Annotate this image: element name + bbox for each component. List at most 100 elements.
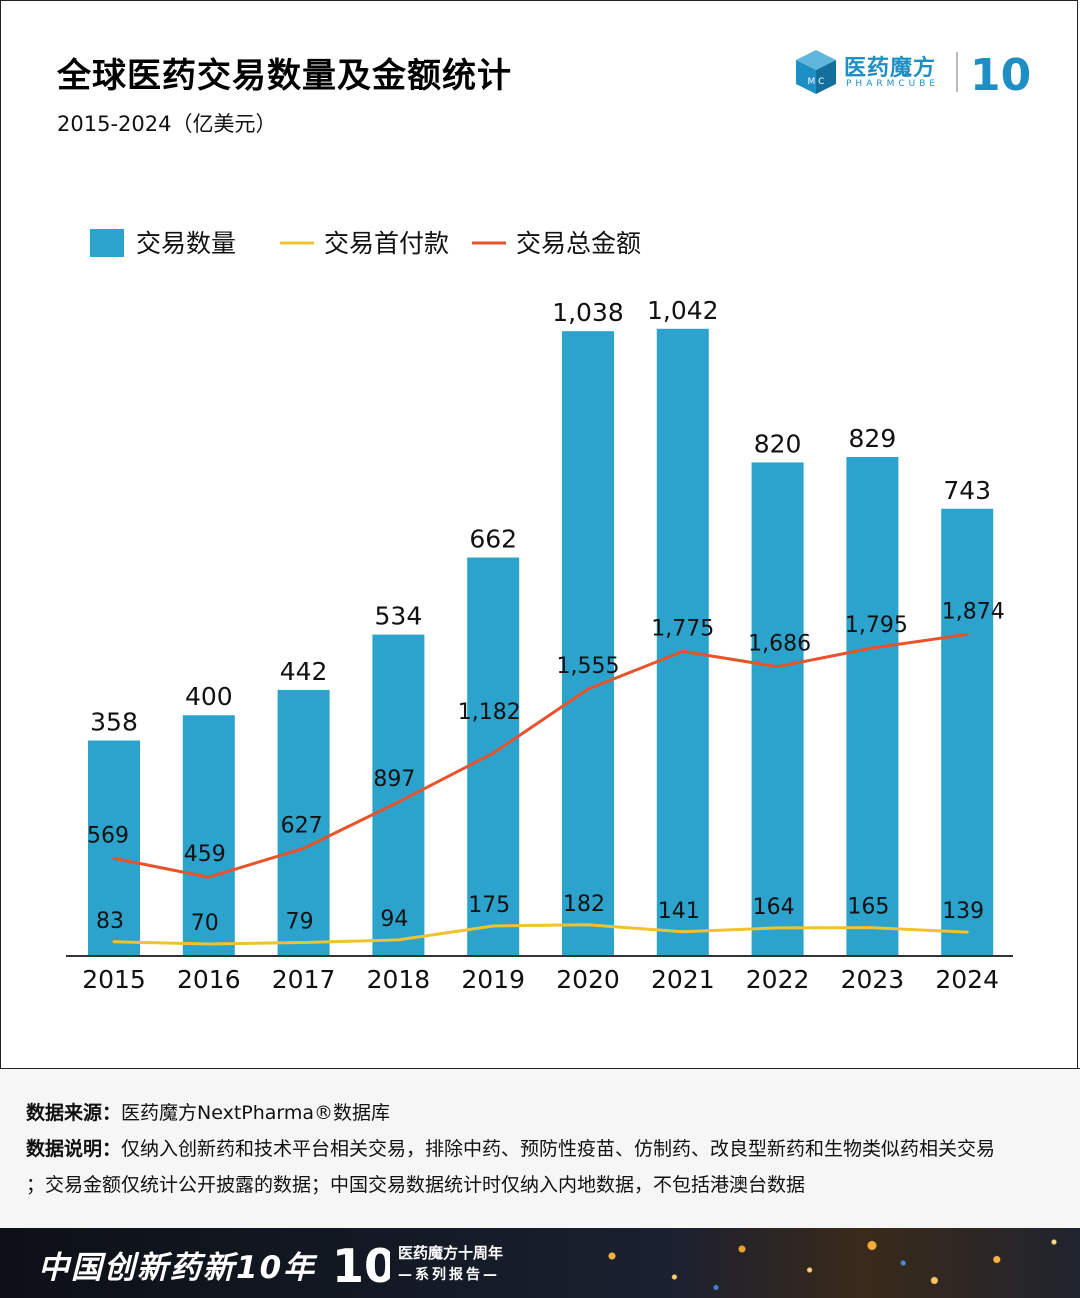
x-tick-2021: 2021 bbox=[651, 965, 715, 994]
source-label: 数据来源： bbox=[26, 1102, 122, 1124]
deal-chart: 交易数量 交易首付款 交易总金额 358 400 442 534 662 1,038 1,042… bbox=[66, 229, 1013, 994]
bar-label-2021: 1,042 bbox=[647, 296, 719, 325]
cube-letters: M C bbox=[808, 77, 825, 87]
banner-10-text: 10 bbox=[332, 1239, 390, 1292]
total-label-2015: 569 bbox=[87, 823, 129, 848]
upfront-point-2015 bbox=[112, 940, 116, 944]
bar-label-2023: 829 bbox=[849, 424, 897, 453]
bar-label-2016: 400 bbox=[185, 682, 233, 711]
total-label-2019: 1,182 bbox=[458, 700, 521, 725]
total-label-2022: 1,686 bbox=[748, 632, 811, 657]
data-note-line-2: ；交易金额仅统计公开披露的数据；中国交易数据统计时仅纳入内地数据，不包括港澳台数… bbox=[26, 1173, 805, 1198]
source-note: 数据来源：医药魔方NextPharma®数据库 bbox=[26, 1101, 390, 1126]
total-point-2019 bbox=[491, 751, 495, 755]
banner-10-mark: 10 bbox=[332, 1239, 390, 1292]
total-line bbox=[113, 632, 968, 879]
logo-divider bbox=[956, 52, 958, 92]
bar-label-2015: 358 bbox=[90, 708, 138, 737]
x-tick-2020: 2020 bbox=[556, 965, 620, 994]
total-point-2015 bbox=[112, 856, 116, 860]
total-label-2020: 1,555 bbox=[557, 654, 620, 679]
upfront-point-2018 bbox=[396, 938, 400, 942]
upfront-point-2024 bbox=[965, 930, 969, 934]
legend-label-deals: 交易数量 bbox=[136, 229, 236, 258]
logo-cn-text: 医药魔方 bbox=[844, 56, 937, 81]
chart-legend: 交易数量 交易首付款 交易总金额 bbox=[90, 229, 641, 258]
upfront-label-2018: 94 bbox=[380, 907, 408, 932]
upfront-point-2021 bbox=[681, 930, 685, 934]
source-text: 医药魔方NextPharma®数据库 bbox=[121, 1102, 391, 1124]
upfront-label-2019: 175 bbox=[468, 893, 510, 918]
chart-card bbox=[0, 0, 1078, 1068]
bar-2016 bbox=[182, 715, 235, 956]
upfront-point-2022 bbox=[776, 926, 780, 930]
upfront-label-2022: 164 bbox=[753, 895, 795, 920]
bar-label-2017: 442 bbox=[280, 657, 328, 686]
pharmcube-logo: M C 医药魔方 PHARMCUBE 10 bbox=[794, 44, 1034, 100]
data-labels: 358 400 442 534 662 1,038 1,042 820 829 743 569 459… bbox=[87, 296, 1005, 936]
bar-2024 bbox=[941, 508, 994, 956]
x-tick-2016: 2016 bbox=[177, 965, 241, 994]
upfront-label-2024: 139 bbox=[942, 899, 984, 924]
x-tick-2017: 2017 bbox=[272, 965, 336, 994]
total-label-2018: 897 bbox=[373, 767, 415, 792]
bar-2017 bbox=[277, 689, 330, 956]
upfront-label-2023: 165 bbox=[847, 895, 889, 920]
bar-label-2020: 1,038 bbox=[552, 298, 624, 327]
upfront-point-2020 bbox=[586, 923, 590, 927]
note-text-1: 仅纳入创新药和技术平台相关交易，排除中药、预防性疫苗、仿制药、改良型新药和生物类… bbox=[121, 1138, 996, 1160]
upfront-point-2019 bbox=[491, 924, 495, 928]
bar-2020 bbox=[562, 331, 614, 956]
banner-title: 中国创新药新10年 bbox=[38, 1250, 317, 1286]
total-label-2016: 459 bbox=[184, 842, 226, 867]
logo-en-text: PHARMCUBE bbox=[846, 79, 940, 89]
bar-label-2019: 662 bbox=[469, 525, 517, 554]
total-label-2017: 627 bbox=[281, 813, 323, 838]
total-point-2024 bbox=[965, 632, 969, 636]
upfront-label-2016: 70 bbox=[191, 911, 219, 936]
bar-2018 bbox=[372, 634, 425, 956]
page-subtitle: 2015-2024（亿美元） bbox=[57, 112, 277, 136]
legend-label-upfront: 交易首付款 bbox=[324, 229, 449, 258]
legend-label-total: 交易总金额 bbox=[516, 229, 641, 258]
bar-2019 bbox=[467, 557, 520, 956]
bar-label-2018: 534 bbox=[375, 602, 423, 631]
total-label-2023: 1,795 bbox=[845, 613, 908, 638]
bar-label-2022: 820 bbox=[754, 429, 802, 458]
upfront-label-2021: 141 bbox=[658, 899, 700, 924]
cube-icon: M C bbox=[796, 50, 836, 94]
total-point-2021 bbox=[681, 649, 685, 653]
bar-2022 bbox=[751, 462, 804, 956]
page-title: 全球医药交易数量及金额统计 bbox=[57, 56, 512, 96]
upfront-label-2017: 79 bbox=[286, 909, 314, 934]
anniversary-10-text: 10 bbox=[970, 50, 1031, 98]
total-point-2017 bbox=[302, 846, 306, 850]
note-text-2: ；交易金额仅统计公开披露的数据；中国交易数据统计时仅纳入内地数据，不包括港澳台数… bbox=[26, 1174, 806, 1196]
bar-series bbox=[88, 328, 994, 956]
total-point-2016 bbox=[207, 875, 211, 879]
upfront-point-2017 bbox=[302, 940, 306, 944]
bar-2015 bbox=[88, 740, 140, 956]
x-tick-2022: 2022 bbox=[746, 965, 810, 994]
upfront-label-2020: 182 bbox=[563, 892, 605, 917]
total-point-2023 bbox=[870, 646, 874, 650]
upfront-point-2023 bbox=[870, 926, 874, 930]
bar-2023 bbox=[846, 457, 899, 956]
series-banner: 中国创新药新10年 10 医药魔方十周年 —系列报告— bbox=[0, 1228, 1080, 1298]
note-label: 数据说明： bbox=[26, 1138, 122, 1160]
total-point-2018 bbox=[396, 800, 400, 804]
banner-series-tag: —系列报告— bbox=[398, 1267, 500, 1283]
notes-panel: 数据来源：医药魔方NextPharma®数据库 数据说明：仅纳入创新药和技术平台… bbox=[0, 1068, 1080, 1228]
x-tick-2018: 2018 bbox=[367, 965, 431, 994]
anniversary-10-mark: 10 bbox=[970, 50, 1031, 98]
upfront-label-2015: 83 bbox=[96, 909, 124, 934]
data-note-line-1: 数据说明：仅纳入创新药和技术平台相关交易，排除中药、预防性疫苗、仿制药、改良型新… bbox=[26, 1137, 995, 1162]
banner-light-dots bbox=[560, 1228, 1080, 1298]
legend-swatch-deals bbox=[90, 229, 124, 257]
x-tick-2015: 2015 bbox=[82, 965, 146, 994]
banner-subtitle: 医药魔方十周年 bbox=[398, 1244, 504, 1262]
total-point-2022 bbox=[776, 665, 780, 669]
x-tick-2019: 2019 bbox=[461, 965, 525, 994]
total-label-2021: 1,775 bbox=[651, 616, 714, 641]
x-tick-2023: 2023 bbox=[841, 965, 905, 994]
